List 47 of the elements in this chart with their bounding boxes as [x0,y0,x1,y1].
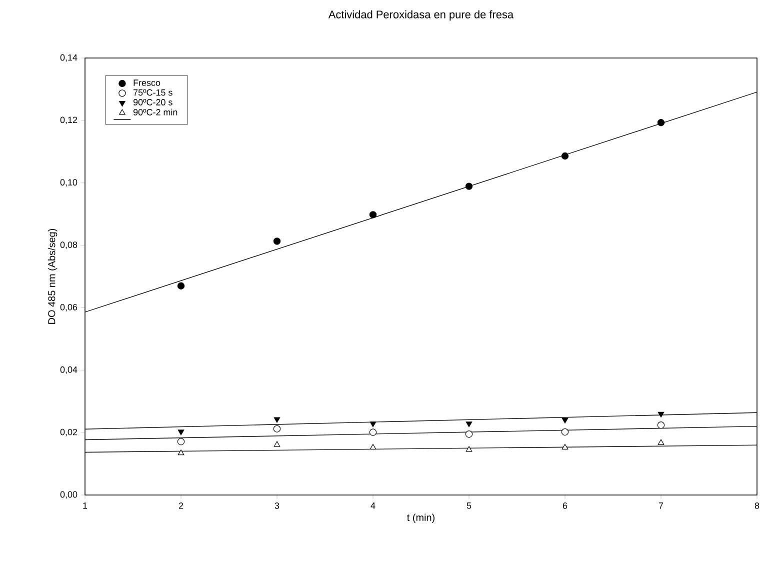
y-tick-label: 0,12 [60,116,78,124]
x-tick-label: 1 [83,502,88,509]
point [370,444,376,450]
point [657,119,665,126]
y-tick-label: 0,10 [60,179,78,187]
x-tick-label: 4 [370,502,376,509]
point [658,412,664,418]
y-tick-label: 0,02 [60,428,78,436]
legend-label: Fresco [134,80,160,86]
point [273,238,281,245]
y-tick-label: 0,08 [60,242,78,249]
point [465,182,473,190]
point [658,439,664,445]
point [369,211,377,218]
point [177,282,185,290]
x-tick-label: 5 [466,502,472,509]
point [465,430,473,438]
point [178,450,184,456]
point [657,421,665,429]
x-tick-label: 6 [562,502,568,509]
point [561,428,569,436]
y-tick-label: 0,00 [60,491,78,499]
x-tick-label: 7 [658,502,664,509]
point [177,438,185,446]
point [273,425,281,432]
x-tick-label: 2 [178,502,184,509]
y-tick-label: 0,06 [60,304,78,312]
point [370,422,376,428]
point [562,418,568,424]
point [561,152,569,160]
point [562,444,568,450]
legend-label: 90ºC-20 s [133,99,172,106]
x-tick-label: 3 [274,502,280,509]
y-tick-label: 0,04 [60,366,78,374]
point [466,446,472,452]
point [274,441,280,447]
chart-title: Actividad Peroxidasa en pure de fresa [328,10,514,20]
point [466,422,472,428]
point [369,428,377,436]
legend-label: 75ºC-15 s [134,89,172,96]
y-tick-label: 0,14 [60,54,78,62]
y-axis-title: DO 485 nm (Abs/seg) [48,228,58,324]
x-axis-title: t (min) [407,514,434,523]
x-tick-label: 8 [754,502,760,509]
legend-label: 90ºC-2 min [133,108,178,116]
point [274,417,280,423]
point [178,430,184,436]
